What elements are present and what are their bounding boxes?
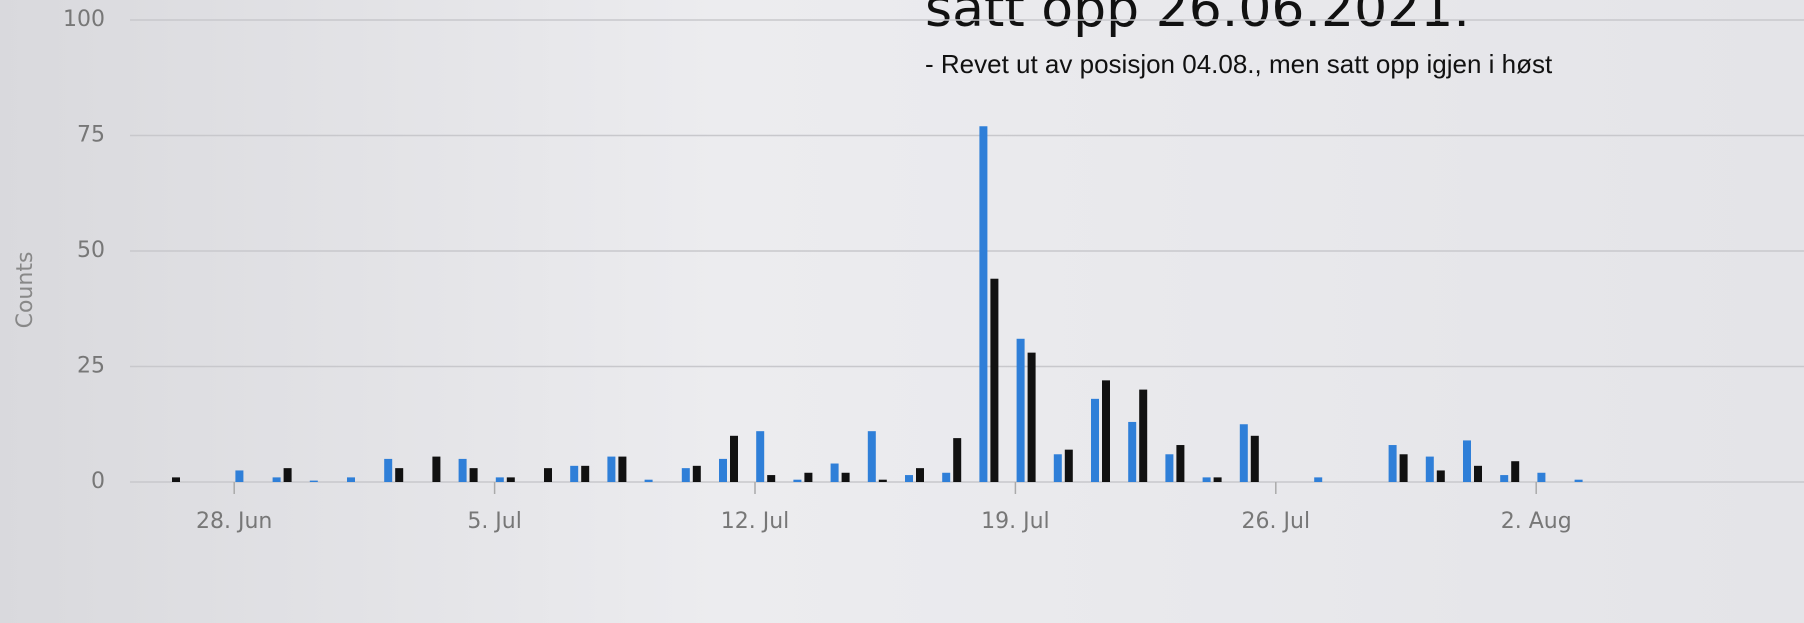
bar bbox=[905, 475, 913, 482]
bar bbox=[459, 459, 467, 482]
bar bbox=[273, 477, 281, 482]
y-tick-label: 0 bbox=[91, 469, 105, 494]
x-tick-label: 26. Jul bbox=[1242, 509, 1311, 534]
bar bbox=[953, 438, 961, 482]
chart: satt opp 26.06.2021. - Revet ut av posis… bbox=[0, 0, 1804, 623]
bar bbox=[581, 466, 589, 482]
bar bbox=[942, 473, 950, 482]
annotation: - Revet ut av posisjon 04.08., men satt … bbox=[925, 49, 1553, 79]
bar bbox=[496, 477, 504, 482]
bar bbox=[1511, 461, 1519, 482]
bar bbox=[1128, 422, 1136, 482]
bar bbox=[1176, 445, 1184, 482]
bar bbox=[1065, 450, 1073, 482]
y-tick-label: 75 bbox=[77, 123, 105, 148]
bar bbox=[1214, 477, 1222, 482]
bar bbox=[831, 464, 839, 482]
bar bbox=[1091, 399, 1099, 482]
bar bbox=[990, 279, 998, 482]
bar bbox=[693, 466, 701, 482]
bar bbox=[1240, 424, 1248, 482]
bar bbox=[1165, 454, 1173, 482]
bar bbox=[1474, 466, 1482, 482]
bar bbox=[756, 431, 764, 482]
bar bbox=[507, 477, 515, 482]
bar bbox=[1314, 477, 1322, 482]
bar bbox=[284, 468, 292, 482]
bar bbox=[682, 468, 690, 482]
x-tick-label: 2. Aug bbox=[1501, 509, 1572, 534]
bar bbox=[1389, 445, 1397, 482]
bar bbox=[310, 481, 318, 482]
bar bbox=[1426, 457, 1434, 482]
bar bbox=[868, 431, 876, 482]
bar bbox=[1102, 380, 1110, 482]
bar bbox=[1203, 477, 1211, 482]
y-tick-label: 50 bbox=[77, 238, 105, 263]
bar bbox=[1017, 339, 1025, 482]
x-tick-label: 12. Jul bbox=[721, 509, 790, 534]
bar bbox=[767, 475, 775, 482]
bar bbox=[395, 468, 403, 482]
bar bbox=[1500, 475, 1508, 482]
bar bbox=[544, 468, 552, 482]
bar bbox=[879, 480, 887, 482]
bar bbox=[1054, 454, 1062, 482]
bar bbox=[172, 477, 180, 482]
bar bbox=[470, 468, 478, 482]
y-axis-label: Counts bbox=[13, 252, 38, 329]
bar bbox=[618, 457, 626, 482]
bar bbox=[1575, 480, 1583, 482]
bar bbox=[235, 470, 243, 482]
bar bbox=[1537, 473, 1545, 482]
bar bbox=[432, 457, 440, 482]
bar bbox=[979, 126, 987, 482]
x-tick-label: 5. Jul bbox=[467, 509, 522, 534]
y-tick-label: 25 bbox=[77, 354, 105, 379]
bar bbox=[1139, 390, 1147, 482]
bar bbox=[793, 480, 801, 482]
bar bbox=[645, 480, 653, 482]
bar bbox=[804, 473, 812, 482]
x-tick-label: 19. Jul bbox=[981, 509, 1050, 534]
bar bbox=[1251, 436, 1259, 482]
bar bbox=[916, 468, 924, 482]
bar bbox=[570, 466, 578, 482]
bar bbox=[730, 436, 738, 482]
y-tick-label: 100 bbox=[63, 7, 105, 32]
bar bbox=[719, 459, 727, 482]
bar bbox=[1463, 440, 1471, 482]
bar bbox=[1437, 470, 1445, 482]
bar bbox=[384, 459, 392, 482]
bar bbox=[1400, 454, 1408, 482]
x-tick-label: 28. Jun bbox=[196, 509, 272, 534]
bar bbox=[607, 457, 615, 482]
bar bbox=[1028, 353, 1036, 482]
bar bbox=[347, 477, 355, 482]
bar bbox=[842, 473, 850, 482]
